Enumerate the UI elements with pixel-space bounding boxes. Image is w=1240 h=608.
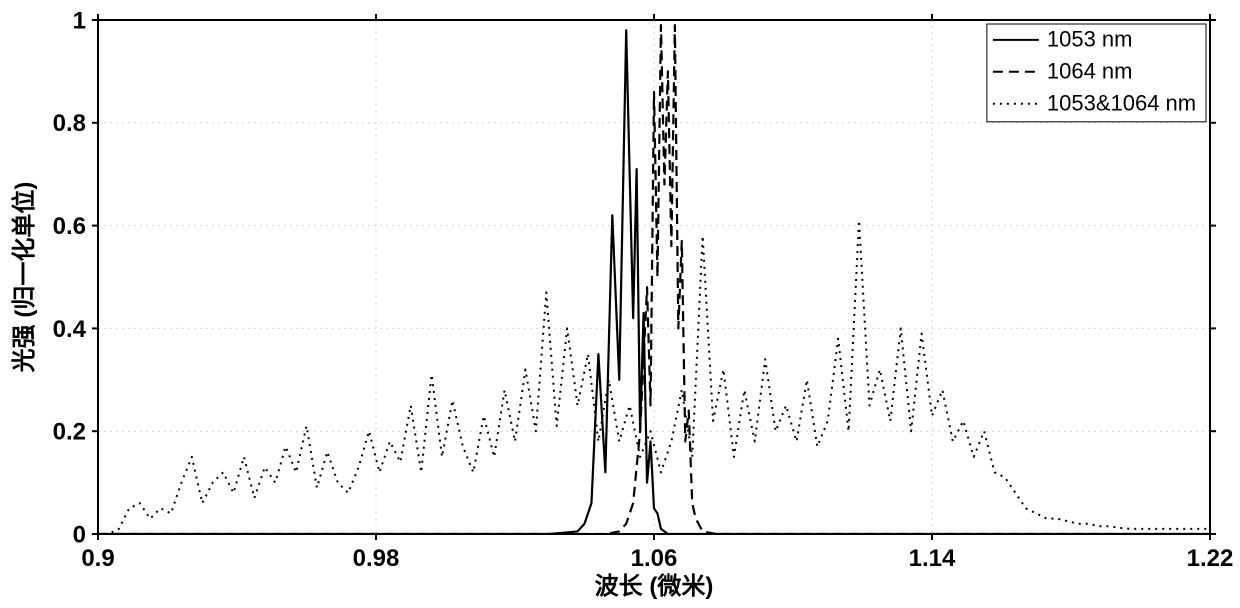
ytick-label: 0.4: [53, 316, 87, 343]
legend-label: 1053 nm: [1047, 27, 1133, 52]
y-axis-label: 光强 (归一化单位): [10, 182, 38, 374]
ytick-label: 0.8: [53, 110, 86, 137]
xtick-label: 0.98: [353, 545, 400, 572]
ytick-label: 0: [73, 521, 86, 548]
xtick-label: 1.22: [1187, 545, 1234, 572]
xtick-label: 1.06: [631, 545, 678, 572]
spectrum-chart: 0.9 0.98 1.06 1.14 1.22 0 0.2 0.4 0.6 0.8 1 波长 (微米)…: [0, 0, 1240, 608]
legend-label: 1053&1064 nm: [1047, 90, 1196, 115]
xtick-label: 1.14: [909, 545, 956, 572]
ytick-label: 1: [73, 7, 86, 34]
x-axis-label: 波长 (微米): [595, 572, 714, 600]
xtick-label: 0.9: [81, 545, 114, 572]
ytick-label: 0.6: [53, 213, 86, 240]
legend-label: 1064 nm: [1047, 58, 1133, 83]
legend: 1053 nm 1064 nm 1053&1064 nm: [987, 24, 1206, 122]
ytick-label: 0.2: [53, 419, 86, 446]
